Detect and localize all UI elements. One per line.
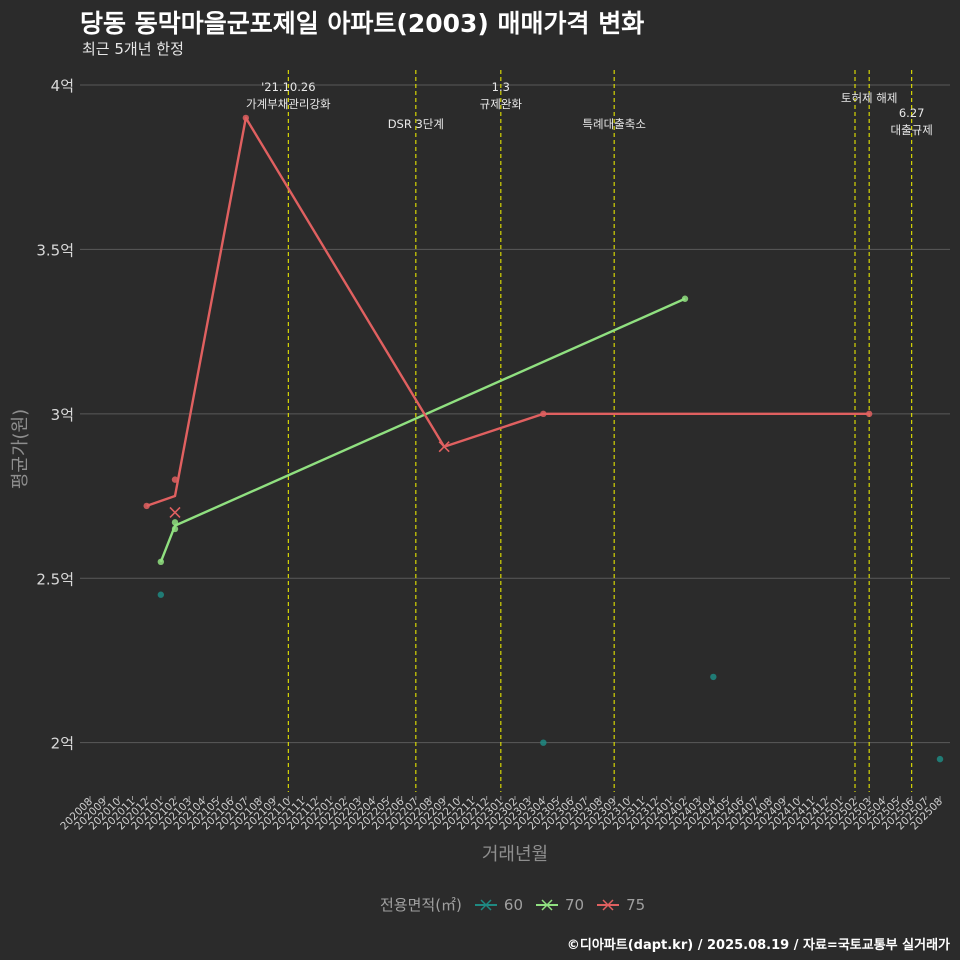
legend-label-70: 70 — [565, 895, 585, 914]
y-axis-title: 평균가(원) — [10, 408, 31, 490]
legend-key-70 — [536, 898, 558, 911]
data-point-75 — [242, 114, 250, 122]
data-point-70 — [681, 295, 689, 302]
data-point-60 — [710, 673, 717, 681]
source-caption: ©디아파트(dapt.kr) / 2025.08.19 / 자료=국토교통부 실… — [566, 938, 950, 953]
data-point-75 — [865, 410, 873, 418]
data-point-60 — [157, 591, 165, 598]
legend-item-70: 70 — [535, 896, 584, 914]
data-cross-75 — [169, 506, 181, 519]
event-label: 6.27 — [899, 106, 925, 120]
y-tick-label: 4억 — [51, 77, 74, 95]
series-line-75 — [146, 116, 870, 508]
event-label: 1.3 — [492, 80, 510, 94]
legend-title: 전용면적(㎡) — [380, 896, 462, 914]
y-axis-title-box: 평균가(원) — [2, 409, 36, 489]
legend-label-75: 75 — [626, 895, 646, 914]
x-axis-title: 거래년월 — [481, 844, 549, 865]
data-point-75 — [171, 476, 179, 483]
y-tick-label: 3.5억 — [36, 241, 74, 259]
data-point-75 — [540, 410, 547, 418]
legend: 전용면적(㎡) 60 70 75 — [380, 894, 645, 915]
data-point-75 — [143, 502, 150, 510]
event-label: 가계부채관리강화 — [246, 97, 331, 111]
legend-key-75 — [597, 898, 620, 911]
event-label: 토허제 해제 — [841, 91, 898, 105]
series-line-70 — [159, 297, 686, 563]
chart-title: 당동 동막마을군포제일 아파트(2003) 매매가격 변화 — [80, 9, 645, 38]
data-point-60 — [936, 755, 944, 763]
y-tick-label: 3억 — [51, 406, 74, 424]
data-point-70 — [157, 558, 165, 566]
chart-subtitle: 최근 5개년 한정 — [82, 40, 184, 58]
data-point-70 — [171, 525, 179, 533]
event-label: '21.10.26 — [261, 80, 315, 94]
y-tick-label: 2.5억 — [36, 570, 74, 588]
event-label: 규제완화 — [480, 97, 523, 111]
legend-item-75: 75 — [596, 896, 645, 914]
event-label: 대출규제 — [891, 123, 933, 137]
event-label: DSR 3단계 — [388, 117, 444, 131]
legend-key-60 — [474, 898, 497, 911]
y-tick-label: 2억 — [51, 735, 74, 753]
data-point-60 — [540, 739, 547, 746]
legend-label-60: 60 — [503, 895, 523, 914]
data-cross-75 — [438, 441, 450, 453]
legend-item-60: 60 — [474, 896, 523, 914]
event-label: 특례대출축소 — [582, 117, 645, 131]
data-point-70 — [171, 519, 179, 526]
